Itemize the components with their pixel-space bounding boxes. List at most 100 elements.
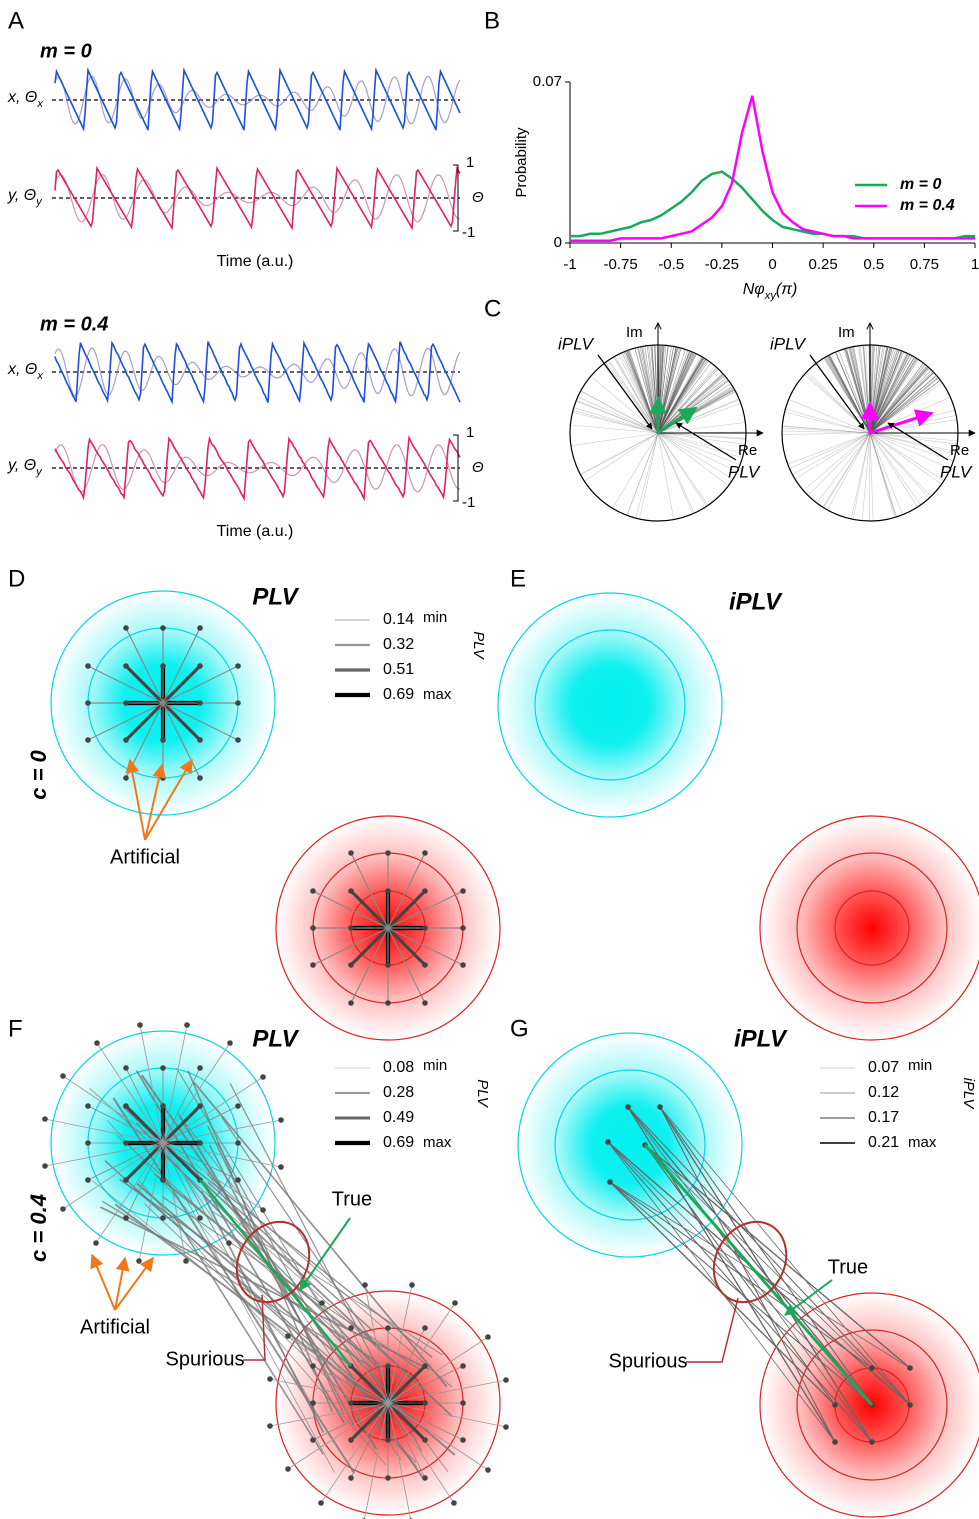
annotation-arrow (90, 1253, 116, 1311)
node (160, 737, 166, 743)
node (227, 1040, 233, 1046)
phase-ray (657, 398, 740, 434)
node (197, 1215, 203, 1221)
node (348, 1400, 354, 1406)
connection (363, 1402, 389, 1519)
phase-ray (869, 351, 905, 434)
phase-ray (657, 346, 677, 434)
pointer (675, 422, 737, 461)
legend-value: 0.08 (383, 1059, 414, 1076)
cross-connection (176, 1068, 373, 1393)
node (607, 1179, 613, 1185)
x-tick-label: 1 (971, 256, 979, 273)
node (460, 1437, 466, 1443)
node (267, 1423, 273, 1429)
legend-value: 0.21 (868, 1134, 899, 1151)
panel-title: PLV (252, 1025, 299, 1052)
x-axis-title-part: (π) (776, 281, 797, 298)
node (422, 925, 428, 931)
connection (87, 1105, 164, 1144)
annotation-leader (686, 1297, 739, 1363)
node (385, 962, 391, 968)
node (235, 700, 241, 706)
connection (62, 1142, 164, 1210)
legend-value: 0.12 (868, 1084, 899, 1101)
axis-name: Im (838, 324, 855, 341)
connection (162, 1076, 264, 1144)
phase-ray (613, 356, 659, 434)
phase-ray (626, 432, 659, 516)
connection (386, 926, 427, 967)
node (160, 663, 166, 669)
region (518, 1033, 742, 1257)
phase-ray (612, 432, 659, 509)
node (503, 1377, 509, 1383)
connection (124, 1141, 165, 1182)
cross-connection (627, 1106, 911, 1406)
scale-symbol: Θ (472, 189, 484, 206)
phase-trace (54, 347, 461, 397)
panel-label: E (510, 565, 526, 592)
phase-ray (648, 345, 659, 434)
connection (162, 1042, 231, 1144)
legend-value: 0.51 (383, 661, 414, 678)
phase-ray (621, 352, 659, 434)
phase-ray (580, 390, 659, 434)
node (385, 888, 391, 894)
legend-extreme: max (423, 686, 452, 703)
node (460, 1363, 466, 1369)
cross-connection (627, 1106, 873, 1443)
node (197, 1065, 203, 1071)
connection (95, 1142, 164, 1244)
panel-title: iPLV (734, 1025, 788, 1052)
node (422, 1000, 428, 1006)
axis-name: Re (738, 442, 757, 459)
connection (87, 702, 164, 741)
node (235, 663, 241, 669)
signal-label: x, Θx (7, 361, 43, 382)
connection (387, 1365, 464, 1404)
phase-ray (641, 346, 659, 434)
phase-ray (822, 432, 871, 508)
node (123, 775, 129, 781)
node (460, 925, 466, 931)
phase-ray (869, 432, 896, 518)
node (869, 1439, 875, 1445)
annotation-arrow (144, 758, 193, 841)
connection (387, 1302, 456, 1404)
connection (312, 1365, 389, 1404)
connection (162, 1142, 187, 1262)
x-tick-label: 0.5 (863, 256, 884, 273)
panel-label: G (510, 1015, 529, 1042)
signal-label: y, Θy (7, 187, 43, 208)
phase-ray (577, 396, 659, 434)
signal-label-part: x (36, 370, 43, 382)
phase-ray (869, 350, 903, 434)
phase-ray (869, 352, 907, 434)
connection (162, 1142, 230, 1244)
phase-ray (573, 407, 659, 434)
annotation-arrow (299, 1217, 351, 1291)
node (197, 1140, 203, 1146)
connection (162, 1142, 282, 1168)
cross-connection (607, 1141, 873, 1406)
phase-ray (575, 400, 659, 434)
cross-connection (135, 1070, 346, 1424)
node (310, 962, 316, 968)
node (260, 1207, 266, 1213)
connection (96, 1042, 164, 1144)
phase-ray (803, 432, 871, 491)
connection (162, 1142, 264, 1211)
connection (364, 1284, 389, 1404)
node (160, 1215, 166, 1221)
phase-ray (869, 396, 951, 434)
phase-ray (869, 432, 954, 462)
phase-ray (657, 432, 744, 454)
connection (312, 890, 389, 929)
annotation-arrow (114, 1256, 130, 1311)
node (137, 1022, 143, 1028)
annotation-arrow (784, 1279, 833, 1316)
legend-extreme: max (423, 1134, 452, 1151)
phase-ray (816, 432, 871, 504)
y-tick-label: 0.07 (533, 73, 562, 90)
